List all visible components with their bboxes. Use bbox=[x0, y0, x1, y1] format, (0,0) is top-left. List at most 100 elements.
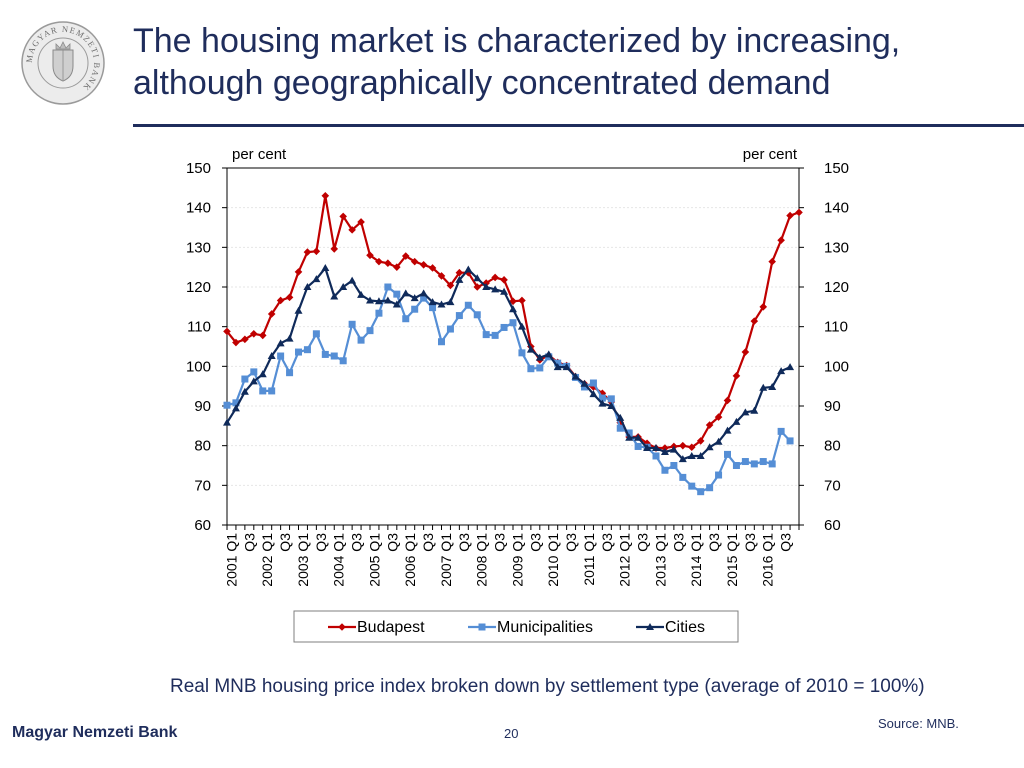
municipalities-point bbox=[348, 320, 356, 328]
budapest-point bbox=[643, 439, 651, 448]
budapest-point bbox=[687, 443, 696, 452]
municipalities-point bbox=[777, 427, 785, 435]
x-tick-label: 2011 Q1 bbox=[581, 533, 597, 586]
cities-point bbox=[687, 451, 696, 459]
municipalities-point bbox=[670, 462, 678, 469]
cities-point bbox=[607, 402, 616, 409]
cities-point bbox=[526, 345, 535, 353]
x-tick-label: 2009 Q1 bbox=[509, 533, 525, 587]
municipalities-point bbox=[446, 325, 454, 333]
municipalities-point bbox=[500, 323, 508, 331]
municipalities-point bbox=[330, 352, 338, 360]
municipalities-point bbox=[339, 357, 347, 365]
budapest-point bbox=[401, 252, 410, 260]
cities-point bbox=[500, 287, 509, 295]
cities-point bbox=[446, 298, 455, 306]
legend-marker-cities bbox=[646, 623, 654, 630]
cities-point bbox=[294, 306, 303, 314]
budapest-point bbox=[267, 310, 276, 318]
municipalities-point bbox=[303, 346, 311, 354]
municipalities-point bbox=[741, 458, 749, 466]
budapest-point bbox=[366, 251, 374, 260]
legend-label-cities: Cities bbox=[665, 619, 705, 636]
cities-point bbox=[392, 300, 401, 308]
right-y-tick-label: 70 bbox=[824, 477, 841, 494]
cities-point bbox=[732, 417, 741, 425]
x-tick-label: Q3 bbox=[706, 533, 722, 552]
municipalities-point bbox=[750, 460, 758, 468]
budapest-point bbox=[348, 226, 356, 234]
municipalities-point bbox=[357, 336, 365, 344]
municipalities-point bbox=[732, 462, 740, 469]
municipalities-point bbox=[241, 375, 249, 383]
legend-marker-municipalities bbox=[478, 623, 486, 631]
cities-point bbox=[589, 390, 598, 398]
budapest-point bbox=[258, 331, 267, 340]
cities-point bbox=[741, 408, 750, 416]
cities-point bbox=[401, 289, 410, 297]
x-tick-label: Q3 bbox=[492, 533, 508, 552]
x-tick-label: Q3 bbox=[527, 533, 543, 552]
x-tick-label: 2015 Q1 bbox=[724, 533, 740, 587]
cities-point bbox=[357, 290, 366, 298]
budapest-point bbox=[437, 272, 446, 280]
left-y-tick-label: 110 bbox=[187, 319, 211, 336]
budapest-point bbox=[500, 276, 508, 284]
cities-point bbox=[276, 339, 285, 347]
budapest-point bbox=[446, 281, 455, 290]
budapest-point bbox=[455, 268, 464, 277]
municipalities-point bbox=[402, 315, 410, 323]
municipalities-point bbox=[625, 429, 633, 437]
municipalities-point bbox=[464, 301, 472, 309]
cities-point bbox=[553, 363, 562, 371]
cities-point bbox=[535, 353, 544, 361]
municipalities-point bbox=[661, 466, 669, 474]
cities-point bbox=[777, 367, 786, 375]
budapest-point bbox=[518, 296, 526, 305]
cities-point bbox=[750, 406, 759, 414]
right-y-tick-label: 130 bbox=[824, 239, 849, 256]
cities-point bbox=[643, 444, 652, 452]
cities-point bbox=[705, 443, 714, 451]
budapest-point bbox=[616, 418, 625, 427]
x-tick-label: 2013 Q1 bbox=[652, 533, 668, 587]
cities-point bbox=[339, 283, 348, 290]
municipalities-point bbox=[366, 327, 374, 335]
municipalities-point bbox=[724, 450, 731, 458]
cities-point bbox=[571, 372, 580, 380]
left-y-tick-label: 100 bbox=[186, 358, 211, 375]
municipalities-point bbox=[312, 330, 320, 338]
source-note: Source: MNB. bbox=[878, 716, 959, 731]
series-cities bbox=[223, 263, 795, 463]
cities-point bbox=[580, 379, 589, 387]
cities-point bbox=[312, 275, 321, 283]
budapest-point bbox=[384, 259, 392, 267]
cities-point bbox=[366, 296, 374, 304]
right-axis-unit-label: per cent bbox=[743, 146, 798, 163]
municipalities-point bbox=[688, 482, 696, 490]
municipalities-point bbox=[634, 442, 642, 450]
budapest-point bbox=[419, 260, 428, 269]
cities-point bbox=[231, 404, 240, 412]
municipalities-point bbox=[268, 387, 276, 395]
cities-point bbox=[482, 283, 491, 290]
left-y-tick-label: 140 bbox=[186, 200, 211, 217]
budapest-point bbox=[464, 268, 473, 277]
left-y-tick-label: 70 bbox=[194, 477, 211, 494]
title-line-2: although geographically concentrated dem… bbox=[133, 64, 831, 102]
budapest-point bbox=[285, 293, 294, 302]
cities-point bbox=[625, 433, 634, 441]
municipalities-point bbox=[259, 387, 267, 395]
budapest-point bbox=[768, 257, 776, 266]
municipalities-point bbox=[768, 460, 776, 468]
mnb-logo: MAGYAR NEMZETI BANK bbox=[20, 20, 106, 106]
cities-point bbox=[517, 322, 526, 330]
series-group bbox=[223, 191, 803, 496]
cities-point bbox=[509, 305, 517, 313]
cities-point bbox=[652, 444, 660, 452]
right-y-tick-label: 90 bbox=[824, 398, 841, 415]
municipalities-point bbox=[786, 437, 794, 445]
left-y-tick-label: 130 bbox=[186, 239, 211, 256]
x-tick-label: 2002 Q1 bbox=[259, 533, 275, 587]
cities-point bbox=[544, 350, 553, 358]
